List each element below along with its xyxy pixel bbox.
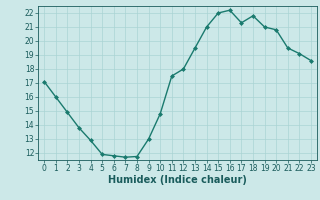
X-axis label: Humidex (Indice chaleur): Humidex (Indice chaleur)	[108, 175, 247, 185]
